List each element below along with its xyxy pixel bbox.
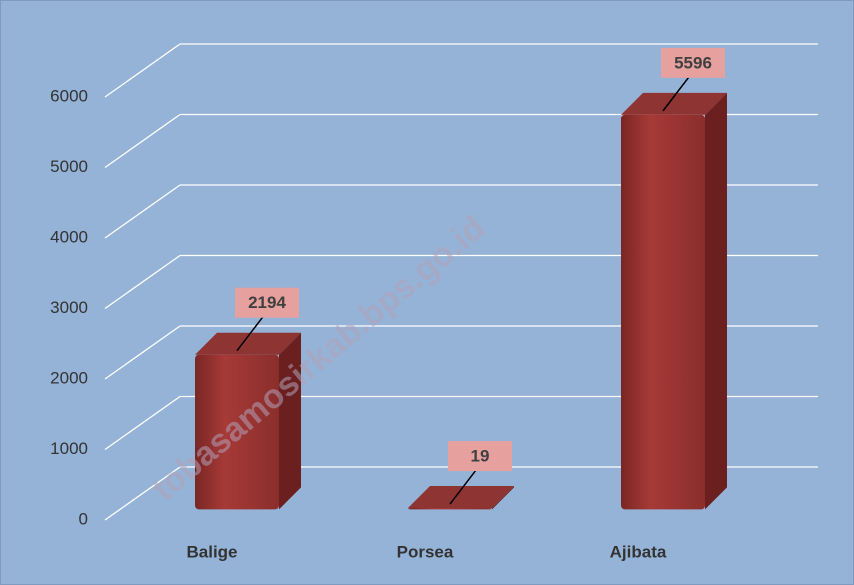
y-tick-label: 0 [79,509,88,528]
grid-line [104,43,181,98]
y-tick-label: 5000 [50,157,88,176]
leader-line [449,469,477,505]
bar-top [621,92,727,115]
bar-side [705,92,727,510]
bar [195,332,301,510]
y-tick-label: 3000 [50,298,88,317]
leader-line [662,76,690,112]
grid-line [104,466,181,521]
bar-front [408,508,492,510]
data-label-box [235,287,299,318]
bar-front [621,114,705,510]
grid-line [104,113,181,169]
x-tick-label: Balige [186,542,237,561]
data-label: 2194 [248,293,286,312]
bar-side [492,486,514,510]
bar [408,486,514,510]
bar [621,92,727,510]
bar-front [195,354,279,510]
bar-top [195,332,301,355]
y-tick-label: 1000 [50,439,88,458]
leader-line [236,316,264,352]
x-tick-label: Porsea [397,542,454,561]
data-label: 19 [471,447,490,466]
y-tick-label: 2000 [50,368,88,387]
y-tick-label: 4000 [50,227,88,246]
bar-top [408,486,514,509]
grid-line [104,395,181,451]
bar-side [279,332,301,510]
y-tick-label: 6000 [50,86,88,105]
data-label: 5596 [674,53,712,72]
grid-line [104,325,181,380]
grid-line [104,254,181,310]
x-tick-label: Ajibata [610,542,667,561]
grid-line [104,184,181,239]
data-label-box [448,441,512,472]
data-label-box [661,47,725,78]
